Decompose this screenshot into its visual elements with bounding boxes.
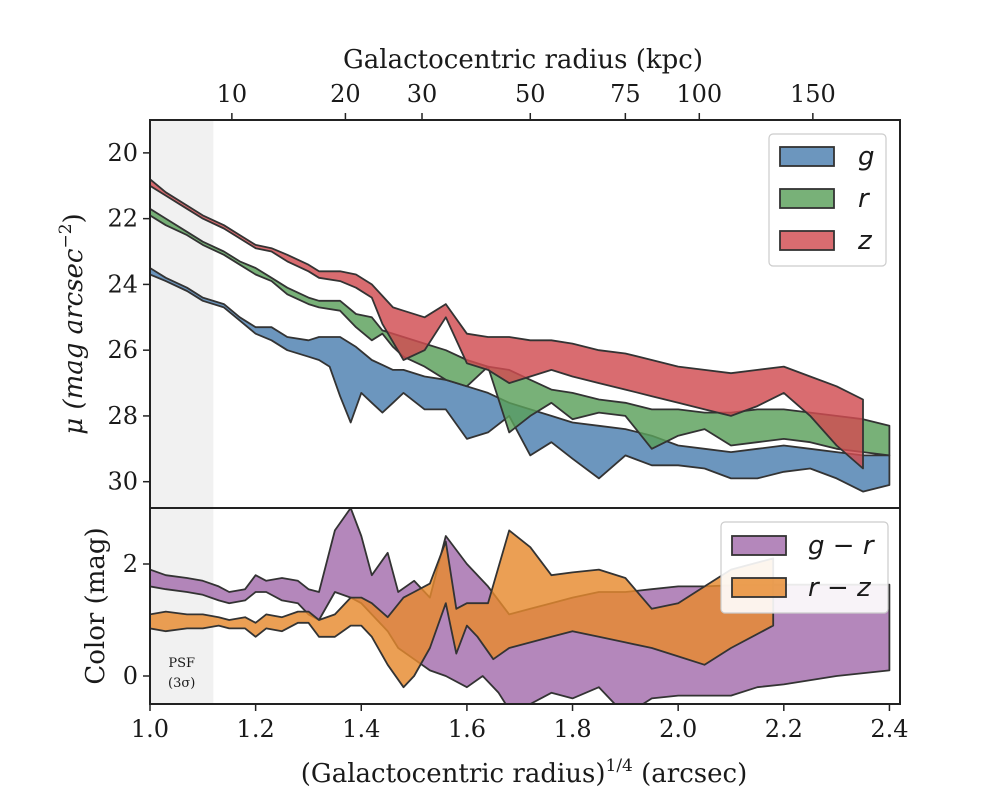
xtick-label: 1.6 (448, 715, 486, 743)
x-axis-title-tail: (arcsec) (633, 759, 747, 789)
xtick-label: 1.8 (553, 715, 591, 743)
bottom-panel-frame (149, 507, 901, 705)
band-z (150, 178, 864, 470)
top-xtick-label: 10 (217, 80, 248, 108)
band-g (150, 267, 891, 493)
xtick-label: 1.2 (237, 715, 275, 743)
top-xtick-label: 30 (407, 80, 438, 108)
legend-label-z: z (857, 226, 873, 256)
top-ytick-label: 24 (107, 270, 138, 298)
x-axis-title-main: (Galactocentric radius) (301, 759, 606, 789)
xtick-label: 2.0 (659, 715, 697, 743)
xtick-label: 2.2 (765, 715, 803, 743)
legend-label-part: g (808, 531, 825, 561)
legend-label-r-minus-z: r − z (808, 573, 872, 603)
bottom-panel-bands (150, 508, 891, 704)
top-ytick-label: 30 (107, 468, 138, 496)
x-axis-title: (Galactocentric radius)1/4 (arcsec) (301, 756, 747, 789)
top-y-axis-title: μ (mag arcsec−2) (56, 213, 89, 434)
legend-label-part: r (863, 531, 876, 561)
top-panel-bands (150, 178, 891, 493)
top-ytick-label: 20 (107, 139, 138, 167)
xtick-label: 1.0 (131, 715, 169, 743)
bottom-y-axis-title: Color (mag) (81, 527, 111, 684)
band-r-minus-z (150, 529, 775, 689)
bottom-ytick-label: 0 (123, 662, 138, 690)
top-ytick-label: 26 (107, 336, 138, 364)
y-axis-title-main: μ (mag arcsec (59, 248, 89, 435)
legend-label-part: − (819, 573, 857, 603)
bottom-legend: g − rr − z (720, 521, 889, 614)
legend-swatch-r-minus-z (731, 577, 787, 598)
legend-label-g-minus-r: g − r (808, 531, 876, 561)
legend-swatch-g (779, 146, 835, 167)
y-axis-title-sup: −2 (56, 223, 76, 248)
psf-label-sigma: (3σ) (168, 676, 195, 691)
legend-label-r: r (858, 184, 871, 214)
legend-label-part: r (808, 573, 821, 603)
legend-label-part: z (856, 573, 872, 603)
top-xtick-label: 20 (330, 80, 361, 108)
top-axis-title: Galactocentric radius (kpc) (343, 45, 703, 75)
xtick-label: 1.4 (342, 715, 380, 743)
y-axis-title-tail: ) (59, 213, 89, 223)
bottom-ytick-label: 2 (123, 550, 138, 578)
legend-swatch-z (779, 230, 835, 251)
top-legend: grz (768, 133, 887, 267)
top-xtick-label: 50 (515, 80, 546, 108)
x-axis-title-sup: 1/4 (606, 756, 633, 776)
top-xtick-label: 150 (790, 80, 836, 108)
xtick-label: 2.4 (870, 715, 908, 743)
legend-swatch-r (779, 188, 835, 209)
psf-label: PSF (168, 656, 195, 671)
top-ytick-label: 28 (107, 402, 138, 430)
legend-swatch-g-minus-r (731, 535, 787, 556)
legend-label-part: − (825, 531, 863, 561)
top-xtick-label: 75 (610, 80, 641, 108)
top-xtick-label: 100 (676, 80, 722, 108)
top-ytick-label: 22 (107, 205, 138, 233)
legend-label-g: g (858, 142, 875, 172)
